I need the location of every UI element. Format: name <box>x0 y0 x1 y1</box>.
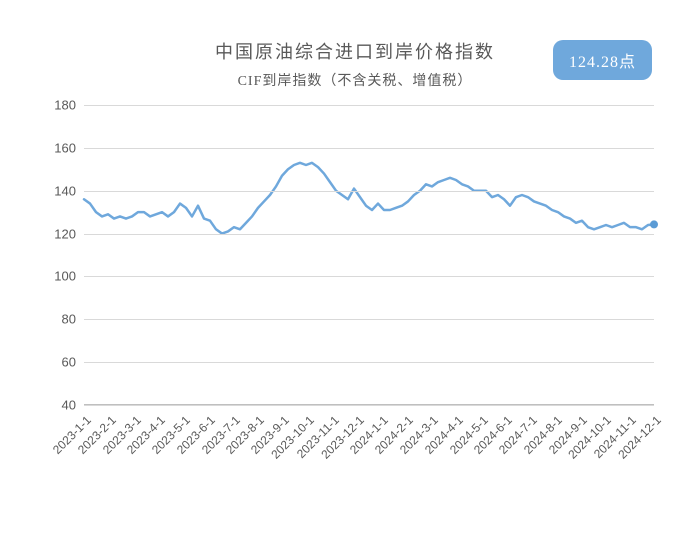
gridline <box>84 148 654 149</box>
end-marker <box>650 220 658 228</box>
gridline <box>84 234 654 235</box>
y-tick-label: 120 <box>54 226 76 241</box>
gridline <box>84 405 654 406</box>
y-tick-label: 60 <box>62 355 76 370</box>
y-tick-label: 100 <box>54 269 76 284</box>
gridline <box>84 191 654 192</box>
value-badge: 124.28点 <box>553 40 652 80</box>
line-path <box>84 163 654 234</box>
gridline <box>84 362 654 363</box>
gridline <box>84 276 654 277</box>
y-tick-label: 160 <box>54 140 76 155</box>
plot-area: 4060801001201401601802023-1-12023-2-1202… <box>84 105 654 405</box>
y-tick-label: 140 <box>54 183 76 198</box>
line-series <box>84 105 654 405</box>
y-tick-label: 40 <box>62 398 76 413</box>
gridline <box>84 319 654 320</box>
y-tick-label: 180 <box>54 98 76 113</box>
chart-container: 中国原油综合进口到岸价格指数 CIF到岸指数（不含关税、增值税） 124.28点… <box>40 30 670 510</box>
gridline <box>84 105 654 106</box>
y-tick-label: 80 <box>62 312 76 327</box>
